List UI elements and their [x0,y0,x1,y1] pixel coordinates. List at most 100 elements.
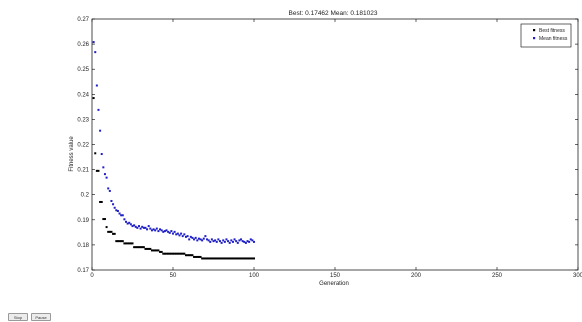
legend: Best fitness Mean fitness [520,23,572,48]
mean-fitness-point [110,199,113,202]
best-fitness-point [97,169,100,172]
best-fitness-point [120,240,123,243]
mean-fitness-point [218,240,221,243]
mean-fitness-point [233,238,236,241]
mean-fitness-point [175,233,178,236]
mean-fitness-point [173,230,176,233]
x-tick-label: 300 [573,273,582,279]
best-fitness-point [95,169,98,172]
best-fitness-point [134,246,137,249]
best-fitness-point [238,257,241,260]
best-fitness-point [150,249,153,252]
best-fitness-point [126,242,129,245]
mean-fitness-series [92,41,255,244]
best-fitness-point [170,252,173,255]
mean-fitness-point [240,238,243,241]
mean-fitness-point [176,232,179,235]
best-fitness-point [113,232,116,235]
mean-fitness-point [181,235,184,238]
mean-fitness-point [105,176,108,179]
best-fitness-point [248,257,251,260]
best-fitness-point [184,254,187,257]
mean-fitness-point [113,206,116,209]
best-fitness-point [172,252,174,255]
chart-title: Best: 0.17462 Mean: 0.181023 [289,10,378,17]
best-fitness-point [121,240,124,243]
mean-fitness-point [159,228,162,231]
x-tick-label: 150 [330,273,341,279]
mean-fitness-point [155,227,158,230]
best-fitness-point [246,257,249,260]
mean-fitness-point [162,230,165,233]
best-fitness-point [173,252,176,255]
mean-fitness-point [146,228,149,231]
mean-fitness-point [121,214,124,217]
mean-fitness-point [199,238,202,241]
mean-fitness-point [194,236,197,239]
best-fitness-point [144,247,147,250]
legend-label-best: Best fitness [539,28,565,34]
best-fitness-point [115,240,118,243]
best-fitness-point [206,257,209,260]
y-tick-label: 0.24 [77,92,89,98]
mean-fitness-point [206,238,209,241]
y-tick-label: 0.17 [77,268,89,274]
y-tick-label: 0.26 [77,42,89,48]
best-fitness-point [103,218,106,221]
best-fitness-point [146,247,149,250]
best-fitness-point [133,246,136,249]
y-axis-ticks: 0.17 0.18 0.19 0.2 0.21 0.22 0.23 0.24 0.25 0.26 0… [77,17,578,274]
mean-fitness-point [241,240,244,243]
best-fitness-point [209,257,212,260]
pause-button[interactable]: Pause [31,313,51,321]
stop-button[interactable]: Stop [8,313,28,321]
best-fitness-point [178,252,181,255]
best-fitness-point [105,226,108,229]
best-fitness-point [231,257,234,260]
mean-fitness-point [209,240,212,243]
mean-fitness-point [183,233,186,236]
best-fitness-point [163,252,166,255]
y-tick-label: 0.2 [81,193,90,199]
mean-fitness-point [214,239,217,242]
best-fitness-point [253,257,255,260]
mean-fitness-point [228,241,231,244]
mean-fitness-point [184,235,187,238]
mean-fitness-point [152,228,155,231]
mean-fitness-point [235,240,238,243]
legend-marker-mean [533,37,536,40]
best-fitness-point [204,257,207,260]
mean-fitness-point [220,241,223,244]
mean-fitness-point [131,225,134,228]
mean-fitness-point [165,229,168,232]
mean-fitness-point [149,227,152,230]
y-tick-label: 0.21 [77,168,89,174]
best-fitness-point [236,257,239,260]
best-fitness-point [235,257,238,260]
best-fitness-point [123,242,126,245]
mean-fitness-point [210,238,213,241]
x-tick-label: 250 [492,273,503,279]
mean-fitness-point [118,212,121,215]
x-axis-label: Generation [319,281,349,287]
mean-fitness-point [129,223,132,226]
y-tick-label: 0.18 [77,243,89,249]
mean-fitness-point [115,209,118,212]
plot-area-border [91,18,579,271]
mean-fitness-point [92,41,95,44]
mean-fitness-point [168,231,171,234]
best-fitness-point [139,246,142,249]
mean-fitness-point [217,238,220,241]
mean-fitness-point [246,240,249,243]
best-fitness-point [197,255,200,258]
y-tick-label: 0.22 [77,143,89,149]
mean-fitness-point [103,173,106,176]
mean-fitness-point [230,239,233,242]
best-fitness-point [186,254,189,257]
mean-fitness-point [225,238,228,241]
best-fitness-series [92,97,255,260]
best-fitness-point [99,200,102,203]
best-fitness-point [188,254,191,257]
y-tick-label: 0.19 [77,218,89,224]
best-fitness-point [215,257,218,260]
